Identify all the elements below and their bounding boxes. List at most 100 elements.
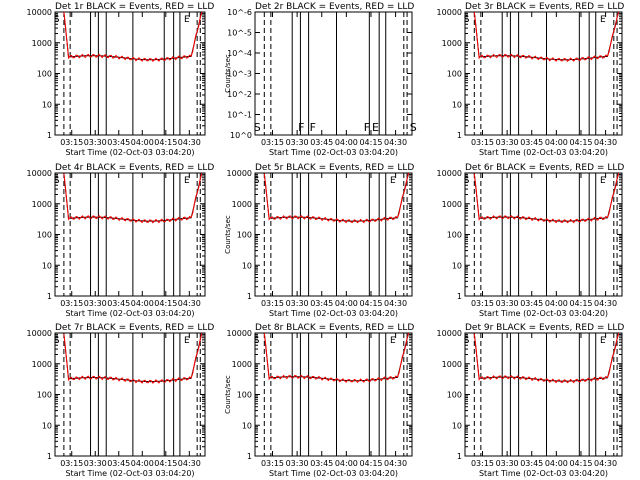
flag-label: E (390, 176, 396, 186)
x-tick-label: 03:30 (84, 299, 107, 308)
x-tick-label: 03:30 (286, 459, 309, 468)
flag-label: E (600, 336, 606, 346)
y-tick-label: 100 (237, 231, 252, 240)
plot-frame (54, 11, 206, 136)
x-tick-label: 04:15 (154, 459, 177, 468)
lld-series-line (473, 332, 620, 384)
flag-label: S (410, 121, 417, 134)
y-tick-label: 10 (452, 100, 462, 109)
flag-label: E (372, 121, 379, 134)
x-tick-label: 04:15 (569, 138, 592, 147)
x-tick-label: 04:30 (594, 138, 617, 147)
y-tick-label: 100 (447, 231, 462, 240)
flag-label: E (390, 336, 396, 346)
flag-label: E (184, 176, 190, 186)
flag-label: E (600, 176, 606, 186)
x-axis-label: Start Time (02-Oct-03 03:04:20) (65, 148, 194, 157)
plot-frame (464, 172, 623, 297)
plot-frame (254, 172, 413, 297)
chart-panel-1: Det 1r BLACK = Events, RED = LLD10000100… (27, 2, 215, 157)
y-tick-label: 1000 (232, 360, 252, 369)
plot-frame (54, 172, 206, 297)
x-tick-label: 04:30 (178, 138, 201, 147)
x-tick-label: 04:00 (131, 459, 154, 468)
x-tick-label: 04:00 (131, 299, 154, 308)
x-tick-label: 04:00 (335, 299, 358, 308)
flag-label: S (254, 121, 261, 134)
y-tick-label: 10 (242, 261, 252, 270)
lld-series-line (473, 11, 620, 63)
y-tick-label: 1000 (32, 39, 52, 48)
y-tick-label: 10000 (27, 329, 52, 338)
x-tick-label: 03:45 (310, 459, 333, 468)
y-tick-label: 10000 (227, 169, 252, 178)
chart-panel-8: Det 8r BLACK = Events, RED = LLD10000100… (224, 323, 414, 478)
x-tick-label: 03:45 (310, 138, 333, 147)
x-tick-label: 04:15 (154, 299, 177, 308)
lld-series-line (473, 172, 620, 224)
y-tick-label: 10 (452, 261, 462, 270)
x-tick-label: 03:30 (84, 459, 107, 468)
y-tick-label: 100 (447, 391, 462, 400)
x-tick-label: 03:45 (520, 138, 543, 147)
y-tick-label: 10 (42, 261, 52, 270)
chart-title: Det 9r BLACK = Events, RED = LLD (465, 323, 624, 333)
y-tick-label: 10^0 (230, 131, 252, 140)
x-tick-label: 03:15 (261, 459, 284, 468)
y-tick-label: 10^-1 (227, 111, 252, 120)
x-tick-label: 03:45 (107, 138, 130, 147)
lld-series-line (63, 172, 203, 224)
x-tick-label: 03:15 (471, 138, 494, 147)
y-tick-label: 100 (37, 391, 52, 400)
y-tick-label: 10 (42, 421, 52, 430)
y-tick-label: 10000 (437, 329, 462, 338)
x-tick-label: 03:15 (261, 138, 284, 147)
x-tick-label: 04:30 (384, 299, 407, 308)
y-tick-label: 10 (452, 421, 462, 430)
x-tick-label: 03:15 (471, 459, 494, 468)
y-tick-label: 1 (247, 452, 252, 461)
y-tick-label: 1 (457, 131, 462, 140)
plot-frame (464, 332, 623, 457)
flag-label: F (310, 121, 316, 134)
lld-series-line (63, 332, 203, 384)
x-tick-label: 03:30 (286, 138, 309, 147)
x-tick-label: 03:45 (107, 459, 130, 468)
x-tick-label: 03:15 (60, 459, 83, 468)
x-tick-label: 03:30 (84, 138, 107, 147)
x-tick-label: 04:15 (359, 299, 382, 308)
lld-series-line (263, 172, 410, 224)
y-tick-label: 100 (37, 70, 52, 79)
y-tick-label: 10^-4 (227, 49, 252, 58)
x-axis-label: Start Time (02-Oct-03 03:04:20) (479, 148, 608, 157)
x-tick-label: 03:15 (60, 299, 83, 308)
flag-label: E (600, 15, 606, 25)
flag-label: S (254, 336, 260, 346)
chart-title: Det 1r BLACK = Events, RED = LLD (55, 2, 214, 12)
chart-title: Det 8r BLACK = Events, RED = LLD (255, 323, 414, 333)
lld-series-line (63, 11, 203, 63)
chart-panel-6: Det 6r BLACK = Events, RED = LLD10000100… (437, 163, 625, 318)
x-axis-label: Start Time (02-Oct-03 03:04:20) (65, 309, 194, 318)
x-tick-label: 03:45 (107, 299, 130, 308)
y-tick-label: 1 (457, 292, 462, 301)
y-tick-label: 10^-6 (227, 8, 252, 17)
plot-frame (254, 11, 413, 136)
y-tick-label: 10000 (27, 8, 52, 17)
x-tick-label: 04:30 (594, 459, 617, 468)
x-tick-label: 04:00 (545, 299, 568, 308)
y-tick-label: 1000 (442, 360, 462, 369)
y-tick-label: 1 (457, 452, 462, 461)
x-tick-label: 04:30 (384, 459, 407, 468)
x-tick-label: 03:15 (60, 138, 83, 147)
y-tick-label: 10000 (27, 169, 52, 178)
lld-series-line (263, 332, 410, 384)
x-tick-label: 04:15 (569, 459, 592, 468)
x-tick-label: 03:30 (496, 459, 519, 468)
chart-title: Det 4r BLACK = Events, RED = LLD (55, 163, 214, 173)
flag-label: F (298, 121, 304, 134)
flag-label: E (184, 15, 190, 25)
y-tick-label: 1000 (32, 200, 52, 209)
y-tick-label: 10 (42, 100, 52, 109)
x-tick-label: 03:15 (471, 299, 494, 308)
